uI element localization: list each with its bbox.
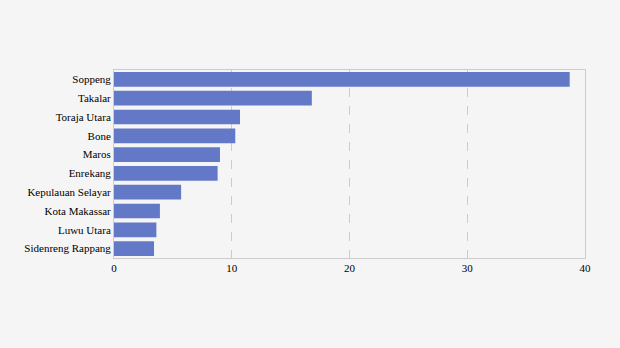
svg-text:20: 20 [344, 262, 356, 274]
svg-text:Toraja Utara: Toraja Utara [56, 111, 111, 123]
svg-text:Soppeng: Soppeng [72, 73, 111, 85]
svg-text:Bone: Bone [88, 130, 111, 142]
svg-text:Luwu Utara: Luwu Utara [58, 224, 111, 236]
svg-text:40: 40 [580, 262, 592, 274]
svg-text:Takalar: Takalar [78, 92, 111, 104]
svg-text:Kota Makassar: Kota Makassar [45, 205, 112, 217]
svg-text:0: 0 [111, 262, 117, 274]
svg-text:Sidenreng Rappang: Sidenreng Rappang [24, 242, 111, 254]
svg-text:Maros: Maros [83, 148, 111, 160]
svg-text:Enrekang: Enrekang [69, 167, 112, 179]
svg-text:Kepulauan Selayar: Kepulauan Selayar [27, 186, 111, 198]
svg-text:10: 10 [226, 262, 238, 274]
svg-text:30: 30 [462, 262, 474, 274]
